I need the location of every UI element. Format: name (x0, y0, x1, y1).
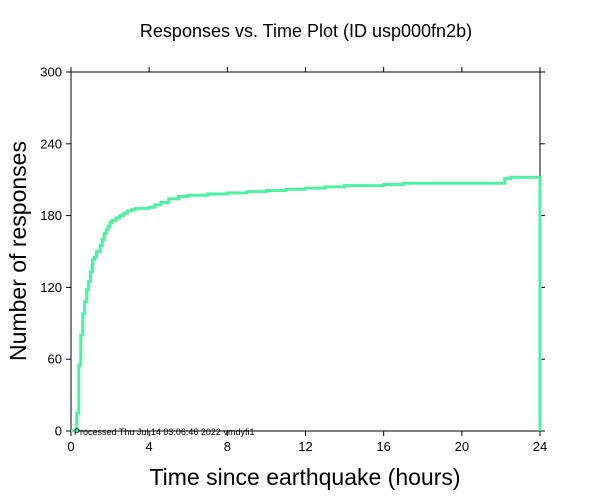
x-tick-label-16: 16 (376, 439, 390, 454)
x-tick-label-8: 8 (224, 439, 231, 454)
x-tick-label-4: 4 (146, 439, 153, 454)
y-axis-ticks (66, 71, 545, 432)
y-tick-label-60: 60 (48, 352, 62, 367)
y-axis-title: Number of responses (5, 141, 31, 361)
series-line-responses (71, 175, 542, 433)
x-axis-ticks (70, 67, 541, 436)
y-tick-label-120: 120 (40, 280, 62, 295)
y-axis-tick-labels: 0 60 120 180 240 300 (40, 65, 62, 439)
x-tick-label-12: 12 (298, 439, 312, 454)
processed-annotation: Processed Thu Jul 14 03:06:46 2022 vmdyf… (74, 427, 254, 437)
chart-title: Responses vs. Time Plot (ID usp000fn2b) (140, 21, 472, 41)
y-tick-label-0: 0 (55, 424, 62, 439)
y-tick-label-300: 300 (40, 65, 62, 80)
x-axis-title: Time since earthquake (hours) (149, 464, 460, 490)
plot-frame (70, 71, 541, 432)
x-tick-label-0: 0 (67, 439, 74, 454)
x-tick-label-20: 20 (455, 439, 469, 454)
y-tick-label-180: 180 (40, 208, 62, 223)
x-axis-tick-labels: 0 4 8 12 16 20 24 (67, 439, 547, 454)
y-tick-label-240: 240 (40, 136, 62, 151)
x-tick-label-24: 24 (533, 439, 547, 454)
